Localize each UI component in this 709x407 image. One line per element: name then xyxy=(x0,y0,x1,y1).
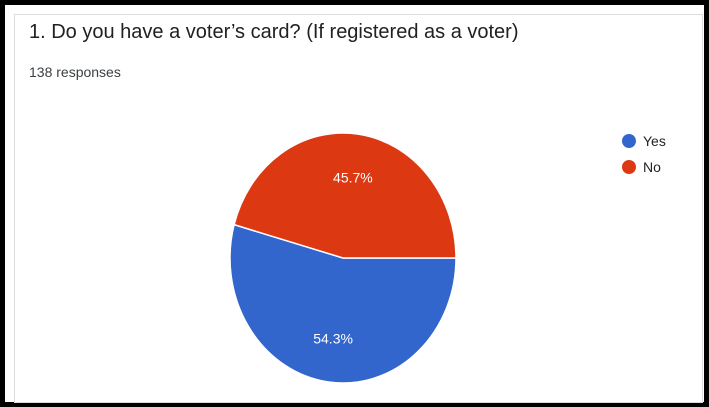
slice-label-no: 45.7% xyxy=(333,170,373,186)
slice-label-yes: 54.3% xyxy=(313,331,353,347)
chart-legend: Yes No xyxy=(622,133,666,175)
legend-swatch-yes xyxy=(622,134,636,148)
pie-slices xyxy=(229,132,457,384)
pie-slice-labels: 54.3% 45.7% xyxy=(313,170,373,347)
question-title: 1. Do you have a voter’s card? (If regis… xyxy=(29,21,519,43)
pie-slice-no xyxy=(233,132,457,259)
pie-slice-yes xyxy=(229,223,457,384)
legend-label-no: No xyxy=(643,159,661,175)
legend-label-yes: Yes xyxy=(643,133,666,149)
legend-swatch-no xyxy=(622,160,636,174)
response-count: 138 responses xyxy=(29,64,121,80)
